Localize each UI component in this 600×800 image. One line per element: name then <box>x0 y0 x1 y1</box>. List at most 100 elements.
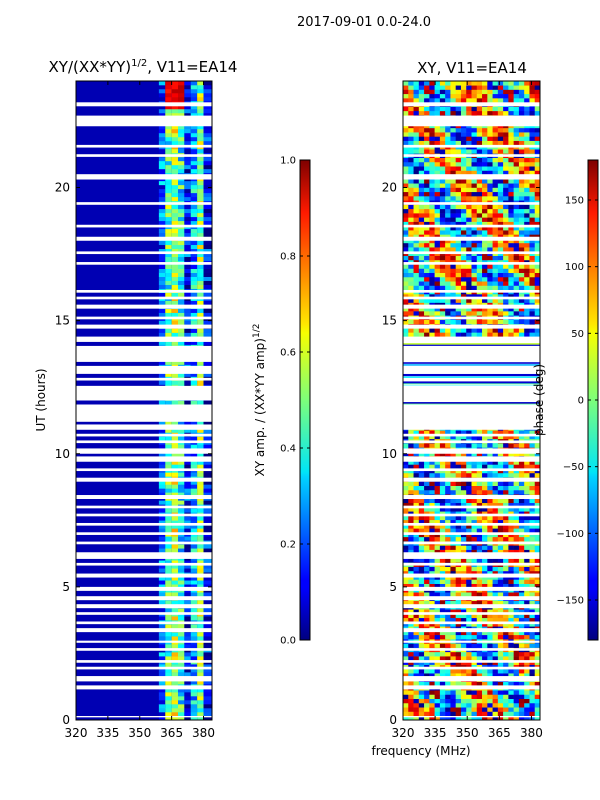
heatmap-cell <box>529 507 536 512</box>
heatmap-cell <box>158 276 166 281</box>
heatmap-cell <box>178 696 185 701</box>
heatmap-cell <box>524 238 530 244</box>
heatmap-cell <box>197 664 204 669</box>
heatmap-cell <box>408 634 414 640</box>
heatmap-cell <box>203 632 212 637</box>
heatmap-cell <box>492 191 499 197</box>
heatmap-cell <box>190 88 198 94</box>
heatmap-cell <box>178 320 185 325</box>
heatmap-cell <box>513 460 520 465</box>
heatmap-cell <box>439 511 446 516</box>
heatmap-cell <box>497 643 504 648</box>
heatmap-cell <box>529 221 536 227</box>
heatmap-cell <box>455 613 462 619</box>
x-tick-label: 320 <box>392 726 415 740</box>
heatmap-cell <box>460 443 467 448</box>
y-tick-label: 5 <box>389 580 397 594</box>
heatmap-cell <box>178 704 185 709</box>
heatmap-cell <box>434 630 441 636</box>
flagged-row <box>403 424 540 430</box>
heatmap-cell <box>434 319 441 325</box>
heatmap-cell <box>518 178 525 184</box>
heatmap-cell <box>171 148 179 154</box>
heatmap-cell <box>158 616 166 621</box>
flagged-row <box>403 202 540 205</box>
heatmap-cell <box>184 292 191 297</box>
heatmap-cell <box>178 240 185 246</box>
heatmap-cell <box>203 128 212 134</box>
heatmap-cell <box>450 161 456 167</box>
heatmap-cell <box>497 255 504 261</box>
heatmap-cell <box>408 225 414 231</box>
heatmap-cell <box>424 98 430 103</box>
heatmap-cell <box>524 264 530 269</box>
heatmap-cell <box>513 643 520 648</box>
heatmap-cell <box>460 306 467 312</box>
flagged-row <box>403 324 540 329</box>
heatmap-cell <box>424 281 430 286</box>
heatmap-cell <box>197 192 204 198</box>
heatmap-cell <box>482 600 488 606</box>
heatmap-cell <box>487 319 493 325</box>
heatmap-cell <box>424 191 430 197</box>
heatmap-cell <box>403 242 409 248</box>
heatmap-cell <box>403 85 409 90</box>
heatmap-cell <box>513 609 520 614</box>
heatmap-cell <box>418 507 425 512</box>
flagged-row <box>403 290 540 293</box>
heatmap-cell <box>424 213 430 218</box>
heatmap-cell <box>503 166 509 171</box>
heatmap-cell <box>424 549 430 555</box>
heatmap-cell <box>450 690 456 695</box>
heatmap-cell <box>403 343 540 345</box>
heatmap-cell <box>445 285 451 291</box>
heatmap-cell <box>471 127 478 133</box>
heatmap-cell <box>165 340 172 345</box>
heatmap-cell <box>487 549 493 555</box>
heatmap-cell <box>197 428 204 433</box>
heatmap-cell <box>418 711 425 717</box>
heatmap-cell <box>158 472 166 477</box>
heatmap-cell <box>190 704 198 709</box>
heatmap-cell <box>503 170 509 176</box>
heatmap-cell <box>408 255 414 261</box>
heatmap-cell <box>165 680 172 685</box>
heatmap-cell <box>408 217 414 222</box>
heatmap-cell <box>165 148 172 154</box>
heatmap-cell <box>487 332 493 337</box>
heatmap-cell <box>460 196 467 201</box>
heatmap-cell <box>534 460 540 465</box>
heatmap-cell <box>178 508 185 513</box>
heatmap-cell <box>492 668 499 674</box>
heatmap-cell <box>408 651 414 657</box>
heatmap-cell <box>158 656 166 661</box>
heatmap-cell <box>524 702 530 708</box>
heatmap-cell <box>450 140 456 146</box>
heatmap-cell <box>171 436 179 441</box>
heatmap-cell <box>403 157 409 163</box>
flagged-row <box>403 648 540 651</box>
heatmap-cell <box>439 285 446 291</box>
heatmap-cell <box>439 570 446 576</box>
heatmap-cell <box>403 311 409 316</box>
heatmap-cell <box>445 715 451 720</box>
heatmap-cell <box>178 104 185 110</box>
heatmap-cell <box>466 149 472 154</box>
heatmap-cell <box>197 160 204 166</box>
heatmap-cell <box>518 643 525 648</box>
heatmap-cell <box>497 132 504 137</box>
heatmap-cell <box>450 285 456 291</box>
heatmap-cell <box>524 140 530 146</box>
heatmap-cell <box>508 702 514 708</box>
heatmap-cell <box>439 507 446 512</box>
heatmap-cell <box>190 700 198 705</box>
heatmap-cell <box>165 516 172 521</box>
heatmap-cell <box>503 298 509 303</box>
heatmap-cell <box>413 570 420 576</box>
heatmap-cell <box>197 696 204 701</box>
heatmap-cell <box>197 708 204 713</box>
heatmap-cell <box>476 136 483 141</box>
heatmap-cell <box>190 652 198 657</box>
heatmap-cell <box>476 630 483 636</box>
heatmap-cell <box>203 320 212 325</box>
